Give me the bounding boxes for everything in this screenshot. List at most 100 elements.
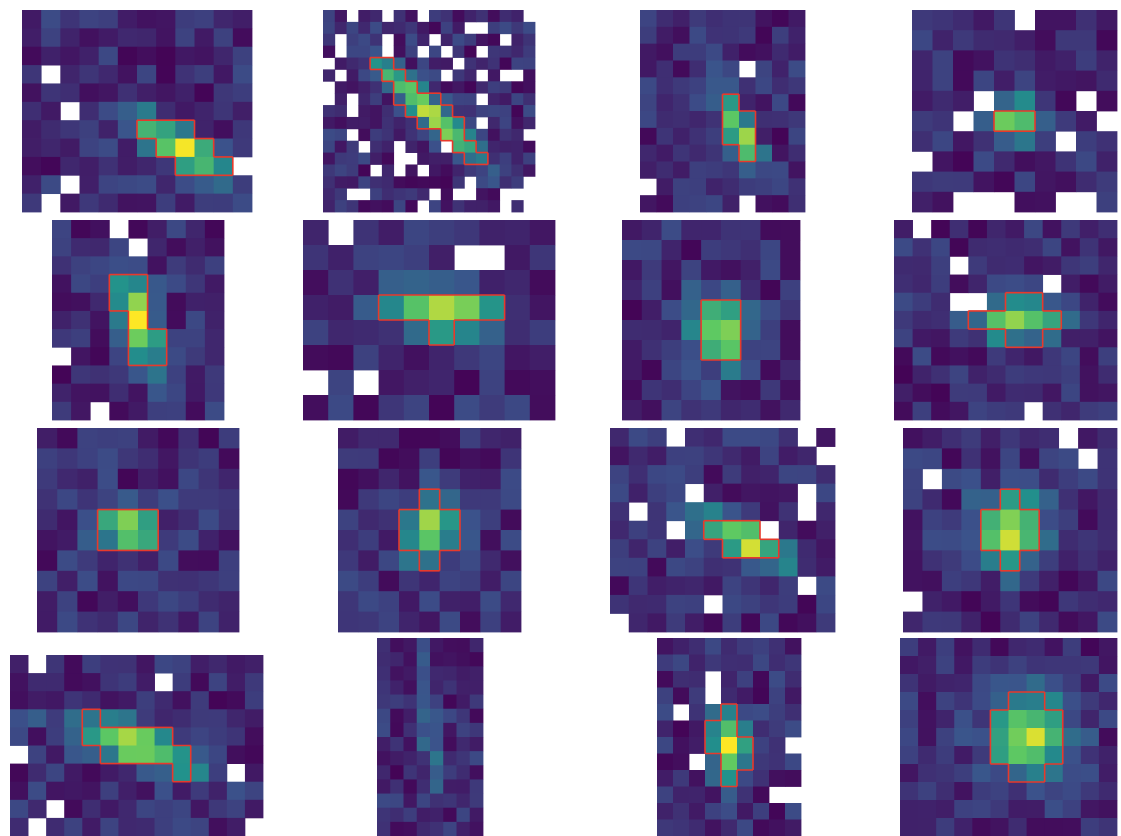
pixel <box>404 345 430 370</box>
pixel <box>918 710 936 728</box>
pixel <box>405 22 417 34</box>
pixel <box>1020 448 1040 469</box>
pixel <box>753 820 769 836</box>
pixel <box>347 153 359 165</box>
pixel <box>1081 746 1099 764</box>
pixel <box>118 510 139 531</box>
pixel <box>419 591 440 612</box>
pixel <box>191 709 209 728</box>
pixel <box>464 117 476 129</box>
pixel <box>379 220 405 245</box>
pixel <box>57 591 78 612</box>
pixel <box>903 571 923 592</box>
pixel <box>390 765 404 780</box>
pixel <box>772 10 789 27</box>
pixel <box>704 576 723 595</box>
pixel <box>1059 469 1079 490</box>
pixel <box>199 571 220 592</box>
pixel <box>816 502 835 521</box>
pixel <box>779 502 798 521</box>
cutout-panel <box>303 220 555 420</box>
pixel <box>488 69 500 81</box>
pixel <box>723 111 740 128</box>
pixel <box>167 238 187 257</box>
pixel <box>441 117 453 129</box>
pixel <box>46 655 64 674</box>
pixel <box>399 489 420 510</box>
pixel <box>137 727 155 746</box>
pixel <box>175 175 195 194</box>
pixel <box>657 61 674 78</box>
pixel <box>690 44 707 61</box>
pixel <box>610 558 629 577</box>
pixel <box>358 448 379 469</box>
pixel <box>347 69 359 81</box>
pixel <box>118 530 139 551</box>
pixel <box>972 800 990 818</box>
pixel <box>175 65 195 84</box>
pixel <box>954 728 972 746</box>
pixel <box>488 164 500 176</box>
pixel <box>358 10 370 22</box>
pixel <box>723 128 740 145</box>
pixel <box>429 105 441 117</box>
pixel <box>419 489 440 510</box>
pixel <box>233 120 253 139</box>
pixel <box>205 220 225 239</box>
pixel <box>178 530 199 551</box>
pixel <box>77 428 98 449</box>
pixel <box>903 489 923 510</box>
pixel <box>1009 764 1027 782</box>
pixel <box>464 153 476 165</box>
pixel <box>137 10 157 29</box>
pixel <box>1061 329 1080 348</box>
pixel <box>922 571 942 592</box>
pixel <box>488 188 500 200</box>
pixel <box>1009 710 1027 728</box>
pixel <box>1006 293 1025 312</box>
pixel <box>379 345 405 370</box>
pixel <box>199 612 220 633</box>
pixel <box>981 550 1001 571</box>
pixel <box>440 550 461 571</box>
pixel <box>417 117 429 129</box>
pixel <box>1039 469 1059 490</box>
pixel <box>662 360 682 380</box>
pixel <box>798 521 817 540</box>
pixel <box>501 510 522 531</box>
pixel <box>417 153 429 165</box>
pixel <box>245 691 263 710</box>
pixel <box>98 591 119 612</box>
pixel <box>429 320 455 345</box>
pixel <box>90 238 110 257</box>
pixel <box>690 178 707 195</box>
pixel <box>685 502 704 521</box>
pixel <box>429 370 455 395</box>
pixel <box>681 380 701 400</box>
pixel <box>690 145 707 162</box>
pixel <box>41 102 61 121</box>
pixel <box>953 172 974 193</box>
pixel <box>741 400 761 420</box>
pixel <box>1081 656 1099 674</box>
pixel <box>377 680 391 695</box>
pixel <box>705 638 721 655</box>
pixel <box>950 347 969 366</box>
pixel <box>894 293 913 312</box>
pixel <box>987 311 1006 330</box>
pixel <box>523 34 535 46</box>
pixel <box>1045 782 1063 800</box>
pixel <box>464 46 476 58</box>
pixel <box>156 47 176 66</box>
pixel <box>457 680 471 695</box>
pixel <box>82 764 100 783</box>
pixel <box>335 93 347 105</box>
pixel <box>480 550 501 571</box>
pixel <box>173 709 191 728</box>
pixel <box>338 469 359 490</box>
pixel <box>942 571 962 592</box>
pixel <box>479 345 505 370</box>
pixel <box>479 395 505 420</box>
pixel <box>648 595 667 614</box>
pixel <box>931 365 950 384</box>
